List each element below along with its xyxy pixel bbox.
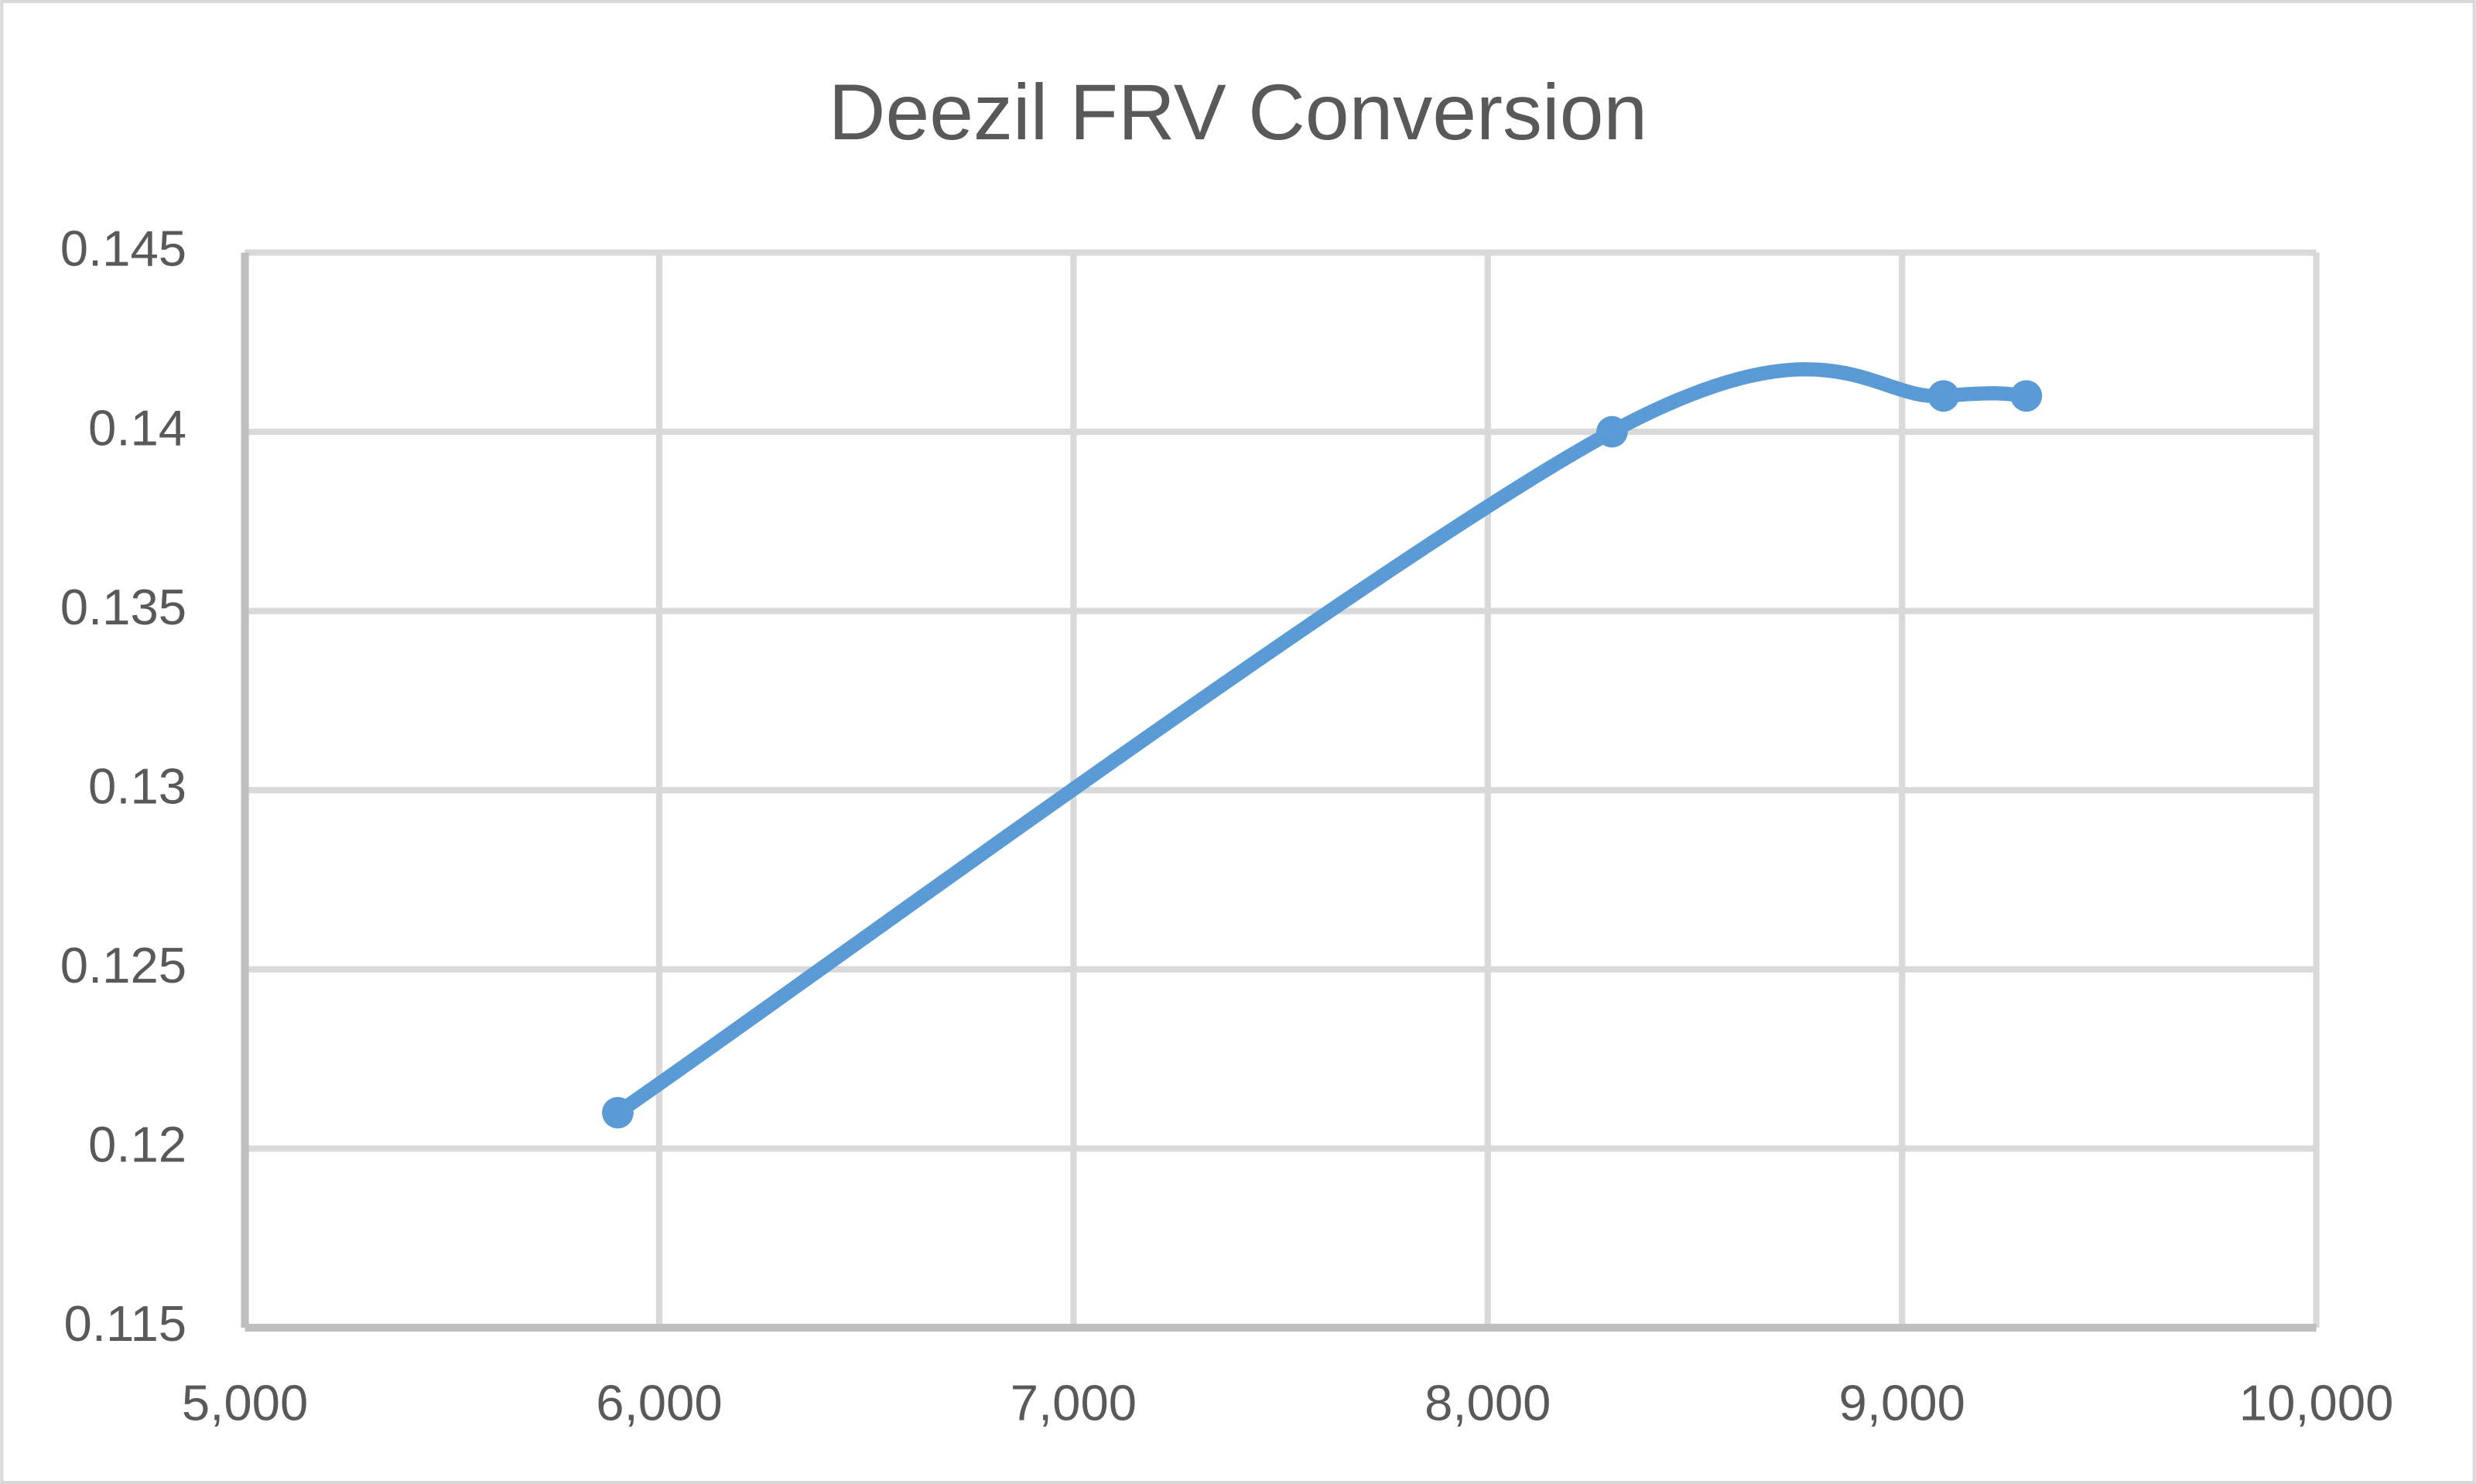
x-tick-label: 7,000 (1011, 1374, 1137, 1431)
data-point (602, 1096, 634, 1129)
y-tick-label: 0.12 (88, 1116, 186, 1173)
chart-title: Deezil FRV Conversion (829, 68, 1647, 156)
data-point (2010, 380, 2043, 412)
data-point (1927, 380, 1960, 412)
y-tick-label: 0.14 (88, 399, 186, 456)
y-tick-label: 0.125 (60, 937, 186, 993)
x-tick-label: 10,000 (2239, 1374, 2394, 1431)
x-tick-label: 9,000 (1839, 1374, 1965, 1431)
x-tick-label: 5,000 (182, 1374, 308, 1431)
y-tick-label: 0.145 (60, 221, 186, 277)
y-tick-label: 0.115 (64, 1295, 187, 1352)
y-tick-label: 0.13 (88, 757, 186, 814)
x-tick-label: 8,000 (1424, 1374, 1551, 1431)
data-point (1596, 415, 1628, 448)
x-tick-label: 6,000 (596, 1374, 722, 1431)
y-tick-label: 0.135 (60, 579, 186, 635)
